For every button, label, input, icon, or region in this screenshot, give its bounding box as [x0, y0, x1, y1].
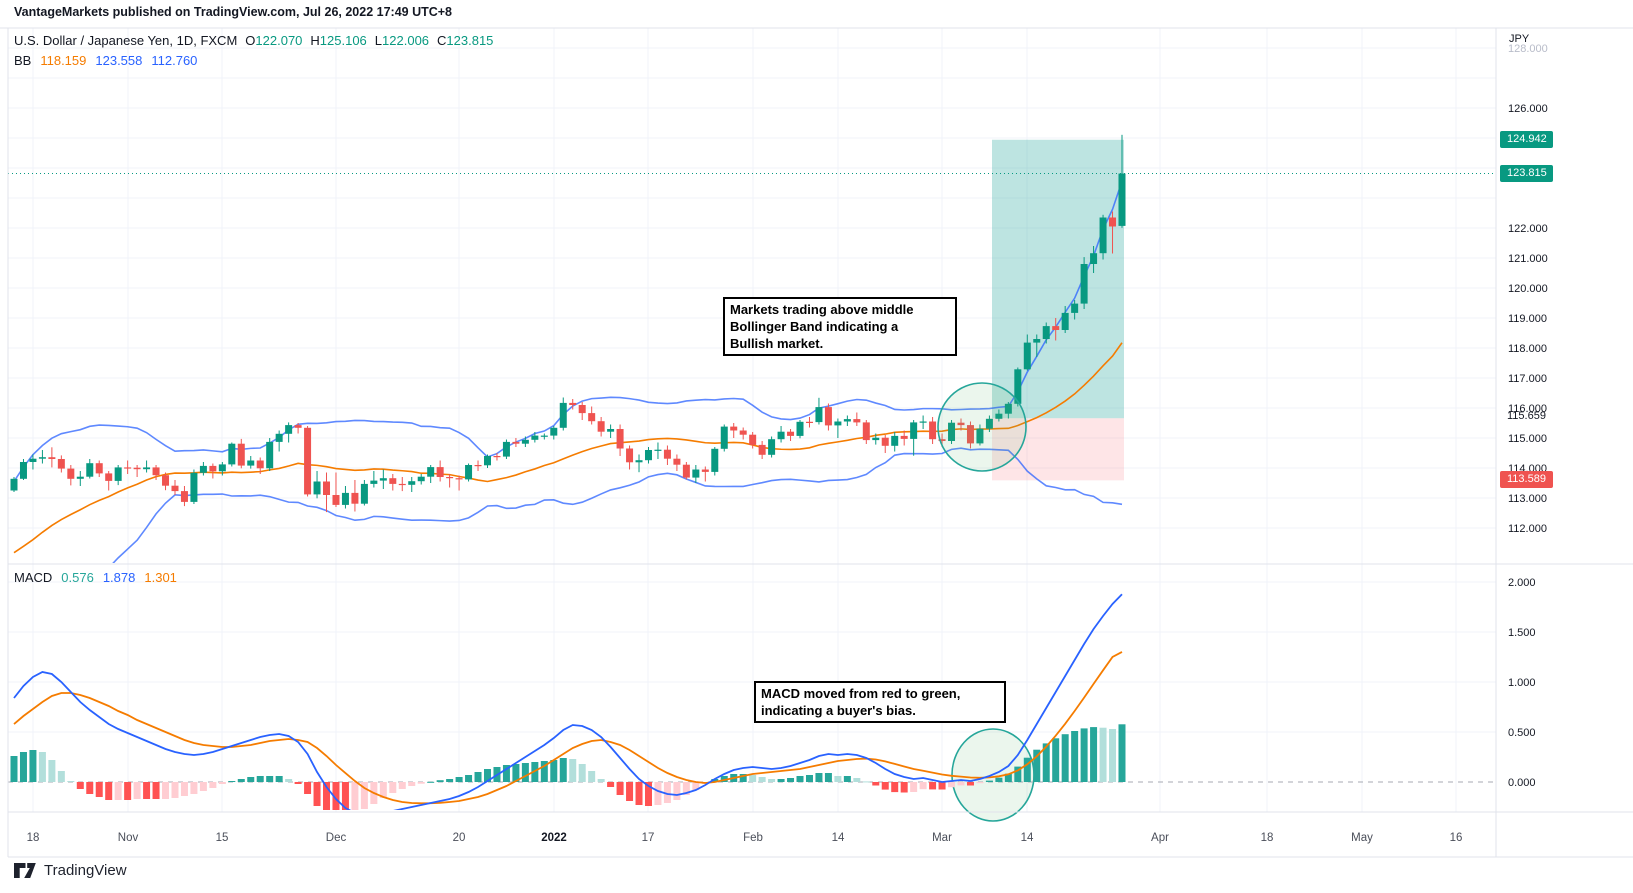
- macd-signal-line: [13, 651, 1123, 805]
- svg-text:16: 16: [1450, 832, 1463, 844]
- bb-basis-value: 118.159: [40, 53, 87, 68]
- svg-text:14: 14: [1021, 832, 1034, 844]
- svg-text:2022: 2022: [541, 832, 567, 844]
- macd-signal-value: 1.301: [144, 570, 177, 585]
- macd-histogram: [10, 724, 1126, 810]
- svg-text:120.000: 120.000: [1508, 283, 1548, 295]
- macd-main-line: [13, 593, 1123, 810]
- candles: [10, 134, 1126, 513]
- macd-annotation-line2: indicating a buyer's bias.: [761, 703, 916, 718]
- svg-text:0.000: 0.000: [1508, 777, 1536, 789]
- bb-annotation-line2: Bollinger Band indicating a: [730, 319, 899, 334]
- svg-text:1.000: 1.000: [1508, 677, 1536, 689]
- svg-text:1.500: 1.500: [1508, 627, 1536, 639]
- grid-lines: [8, 28, 1496, 812]
- macd-line-value: 1.878: [102, 570, 136, 585]
- symbol-header: U.S. Dollar / Japanese Yen, 1D, FXCM O122…: [14, 33, 493, 48]
- svg-text:15: 15: [216, 832, 229, 844]
- macd-annotation-box[interactable]: MACD moved from red to green, indicating…: [754, 681, 1006, 723]
- bb-upper-line: [13, 180, 1123, 482]
- svg-text:Feb: Feb: [743, 832, 763, 844]
- bb-basis-line: [13, 342, 1123, 554]
- svg-text:18: 18: [27, 832, 40, 844]
- target-price-badge: 124.942: [1500, 131, 1553, 148]
- bb-lower-value: 112.760: [151, 53, 198, 68]
- svg-text:112.000: 112.000: [1508, 523, 1547, 535]
- price-highlight-ellipse[interactable]: [937, 382, 1027, 472]
- tradingview-logo-icon: [14, 862, 36, 878]
- svg-text:20: 20: [453, 832, 466, 844]
- svg-text:Mar: Mar: [932, 832, 952, 844]
- high-value: 125.106: [319, 33, 367, 48]
- macd-indicator-header[interactable]: MACD 0.576 1.878 1.301: [14, 570, 186, 585]
- bb-label: BB: [14, 53, 32, 68]
- svg-text:14: 14: [832, 832, 845, 844]
- symbol-title[interactable]: U.S. Dollar / Japanese Yen, 1D, FXCM: [14, 33, 238, 48]
- attribution-text: VantageMarkets published on TradingView.…: [14, 5, 453, 19]
- svg-text:Nov: Nov: [118, 832, 139, 844]
- svg-text:0.500: 0.500: [1508, 727, 1536, 739]
- bollinger-bands: [13, 180, 1123, 563]
- svg-text:Dec: Dec: [326, 832, 347, 844]
- macd-hist-value: 0.576: [61, 570, 94, 585]
- svg-text:128.000: 128.000: [1508, 43, 1548, 55]
- stop-price-badge: 113.589: [1500, 471, 1553, 488]
- macd-label: MACD: [14, 570, 53, 585]
- price-axis-labels[interactable]: 128.000 126.000 122.000 121.000 120.000 119.0…: [1508, 43, 1548, 789]
- open-value: 122.070: [255, 33, 303, 48]
- low-label: L: [374, 33, 383, 48]
- macd-lines: [13, 593, 1123, 810]
- high-label: H: [310, 33, 320, 48]
- current-price-badge: 123.815: [1500, 165, 1553, 182]
- svg-text:113.000: 113.000: [1508, 493, 1547, 505]
- close-value: 123.815: [446, 33, 494, 48]
- macd-annotation-line1: MACD moved from red to green,: [761, 686, 961, 701]
- bb-annotation-line3: Bullish market.: [730, 336, 824, 351]
- time-axis-labels[interactable]: 18 Nov 15 Dec 20 2022 17 Feb 14 Mar 14 Apr 18 May 16: [27, 832, 1463, 844]
- tradingview-logo-text: TradingView: [44, 862, 127, 879]
- svg-text:Apr: Apr: [1151, 832, 1169, 844]
- svg-text:18: 18: [1261, 832, 1274, 844]
- long-position-tool[interactable]: [992, 139, 1124, 481]
- svg-text:122.000: 122.000: [1508, 223, 1548, 235]
- svg-text:126.000: 126.000: [1508, 103, 1548, 115]
- tradingview-logo[interactable]: TradingView: [14, 862, 127, 879]
- bb-upper-value: 123.558: [95, 53, 143, 68]
- price-axis-currency-label: JPY: [1509, 33, 1530, 45]
- svg-text:May: May: [1351, 832, 1373, 844]
- svg-text:116.000: 116.000: [1508, 403, 1547, 415]
- entry-price-label: 115.659: [1507, 410, 1546, 422]
- svg-text:2.000: 2.000: [1508, 577, 1536, 589]
- bb-annotation-line1: Markets trading above middle: [730, 302, 914, 317]
- close-label: C: [437, 33, 447, 48]
- open-label: O: [245, 33, 256, 48]
- low-value: 122.006: [382, 33, 430, 48]
- svg-text:117.000: 117.000: [1508, 373, 1547, 385]
- frame-lines: [0, 27, 1633, 858]
- bb-lower-line: [112, 447, 1123, 563]
- bb-annotation-box[interactable]: Markets trading above middle Bollinger B…: [723, 297, 957, 356]
- svg-text:119.000: 119.000: [1508, 313, 1547, 325]
- bb-indicator-header[interactable]: BB 118.159 123.558 112.760: [14, 53, 206, 68]
- svg-text:118.000: 118.000: [1508, 343, 1547, 355]
- svg-text:115.000: 115.000: [1508, 433, 1547, 445]
- svg-text:17: 17: [642, 832, 655, 844]
- svg-text:121.000: 121.000: [1508, 253, 1548, 265]
